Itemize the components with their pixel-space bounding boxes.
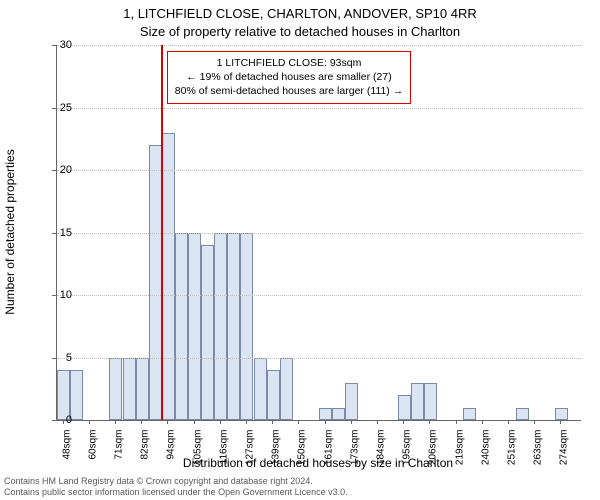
x-tick-mark	[246, 420, 247, 424]
x-tick-mark	[534, 420, 535, 424]
y-tick-mark	[52, 170, 56, 171]
x-tick-label: 105sqm	[192, 430, 203, 470]
x-tick-mark	[141, 420, 142, 424]
histogram-bar	[555, 408, 568, 421]
x-tick-label: 127sqm	[244, 430, 255, 470]
histogram-bar	[162, 133, 175, 421]
histogram-bar	[188, 233, 201, 421]
histogram-bar	[345, 383, 358, 421]
histogram-bar	[332, 408, 345, 421]
gridline	[57, 170, 581, 171]
histogram-chart: 1, LITCHFIELD CLOSE, CHARLTON, ANDOVER, …	[0, 0, 600, 500]
histogram-bar	[136, 358, 149, 421]
x-tick-label: 139sqm	[271, 430, 282, 470]
x-tick-mark	[403, 420, 404, 424]
histogram-bar	[516, 408, 529, 421]
info-box: 1 LITCHFIELD CLOSE: 93sqm← 19% of detach…	[167, 51, 411, 104]
x-tick-label: 173sqm	[349, 430, 360, 470]
x-tick-mark	[560, 420, 561, 424]
x-tick-label: 71sqm	[113, 430, 124, 470]
gridline	[57, 108, 581, 109]
histogram-bar	[280, 358, 293, 421]
x-tick-mark	[272, 420, 273, 424]
x-tick-label: 184sqm	[375, 430, 386, 470]
x-tick-label: 195sqm	[402, 430, 413, 470]
histogram-bar	[267, 370, 280, 420]
x-tick-mark	[482, 420, 483, 424]
x-tick-mark	[220, 420, 221, 424]
histogram-bar	[70, 370, 83, 420]
footer-line-2: Contains public sector information licen…	[4, 487, 348, 498]
x-tick-label: 60sqm	[87, 430, 98, 470]
gridline	[57, 233, 581, 234]
y-tick-mark	[52, 358, 56, 359]
y-tick-mark	[52, 45, 56, 46]
y-tick-mark	[52, 108, 56, 109]
x-tick-label: 240sqm	[480, 430, 491, 470]
histogram-bar	[57, 370, 70, 420]
chart-subtitle: Size of property relative to detached ho…	[0, 24, 600, 39]
histogram-bar	[411, 383, 424, 421]
x-tick-mark	[167, 420, 168, 424]
x-tick-label: 263sqm	[533, 430, 544, 470]
x-tick-label: 161sqm	[323, 430, 334, 470]
x-tick-label: 116sqm	[218, 430, 229, 470]
x-tick-label: 206sqm	[428, 430, 439, 470]
histogram-bar	[424, 383, 437, 421]
y-tick-mark	[52, 233, 56, 234]
attribution-footer: Contains HM Land Registry data © Crown c…	[4, 476, 348, 499]
x-tick-label: 251sqm	[506, 430, 517, 470]
info-box-line: ← 19% of detached houses are smaller (27…	[175, 70, 403, 84]
x-tick-label: 48sqm	[61, 430, 72, 470]
histogram-bar	[201, 245, 214, 420]
x-tick-label: 94sqm	[166, 430, 177, 470]
histogram-bar	[240, 233, 253, 421]
y-axis-label: Number of detached properties	[3, 149, 17, 314]
x-tick-mark	[377, 420, 378, 424]
footer-line-1: Contains HM Land Registry data © Crown c…	[4, 476, 348, 487]
histogram-bar	[123, 358, 136, 421]
x-tick-mark	[325, 420, 326, 424]
y-tick-mark	[52, 295, 56, 296]
histogram-bar	[227, 233, 240, 421]
x-tick-label: 274sqm	[559, 430, 570, 470]
x-tick-mark	[508, 420, 509, 424]
y-tick-mark	[52, 420, 56, 421]
x-tick-label: 150sqm	[297, 430, 308, 470]
x-tick-mark	[298, 420, 299, 424]
x-tick-mark	[89, 420, 90, 424]
x-tick-mark	[194, 420, 195, 424]
histogram-bar	[254, 358, 267, 421]
marker-line	[161, 45, 163, 420]
x-axis-label: Distribution of detached houses by size …	[56, 456, 580, 470]
histogram-bar	[175, 233, 188, 421]
x-tick-mark	[351, 420, 352, 424]
x-tick-mark	[456, 420, 457, 424]
x-tick-label: 82sqm	[140, 430, 151, 470]
gridline	[57, 358, 581, 359]
chart-title-address: 1, LITCHFIELD CLOSE, CHARLTON, ANDOVER, …	[0, 6, 600, 21]
gridline	[57, 45, 581, 46]
histogram-bar	[214, 233, 227, 421]
histogram-bar	[463, 408, 476, 421]
x-tick-mark	[115, 420, 116, 424]
x-tick-mark	[429, 420, 430, 424]
histogram-bar	[398, 395, 411, 420]
info-box-line: 80% of semi-detached houses are larger (…	[175, 84, 403, 98]
histogram-bar	[319, 408, 332, 421]
x-tick-mark	[63, 420, 64, 424]
histogram-bar	[109, 358, 122, 421]
info-box-line: 1 LITCHFIELD CLOSE: 93sqm	[175, 56, 403, 70]
x-tick-label: 219sqm	[454, 430, 465, 470]
gridline	[57, 295, 581, 296]
